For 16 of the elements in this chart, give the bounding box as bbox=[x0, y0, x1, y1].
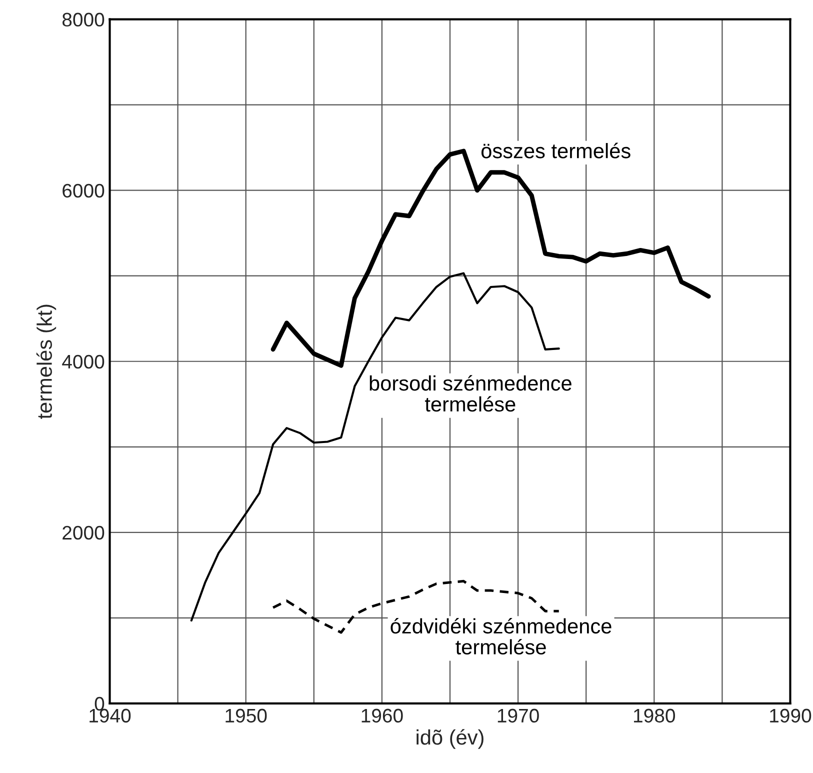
series-label: borsodi szénmedence termelése bbox=[370, 375, 572, 412]
series-label: ózdvidéki szénmedence termelése bbox=[390, 618, 612, 654]
x-tick-label: 1980 bbox=[634, 708, 676, 723]
y-tick-label: 4000 bbox=[62, 354, 104, 369]
x-tick-label: 1970 bbox=[498, 708, 539, 723]
x-tick-label: 1960 bbox=[362, 708, 403, 723]
x-tick-label: 1940 bbox=[90, 708, 131, 723]
y-tick-label: 8000 bbox=[62, 12, 104, 27]
x-axis-title: idõ (év) bbox=[416, 729, 484, 749]
y-tick-label: 2000 bbox=[62, 526, 104, 540]
y-tick-label: 0 bbox=[94, 696, 104, 711]
x-tick-label: 1990 bbox=[770, 708, 812, 723]
y-axis-title: termelés (kt) bbox=[36, 304, 56, 419]
series-label: összes termelés bbox=[481, 142, 630, 158]
x-tick-label: 1950 bbox=[226, 708, 267, 723]
y-tick-label: 6000 bbox=[62, 184, 104, 198]
